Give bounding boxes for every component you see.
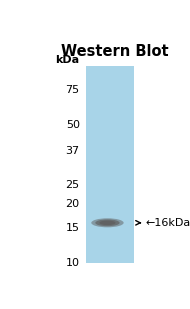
- Text: 15: 15: [66, 223, 80, 233]
- Ellipse shape: [95, 219, 120, 226]
- Text: Western Blot: Western Blot: [61, 44, 169, 59]
- Text: ←16kDa: ←16kDa: [146, 218, 190, 228]
- Text: 37: 37: [66, 146, 80, 156]
- Text: 50: 50: [66, 120, 80, 130]
- Text: 75: 75: [66, 85, 80, 95]
- Text: 10: 10: [66, 258, 80, 268]
- Ellipse shape: [91, 218, 124, 227]
- Text: kDa: kDa: [56, 55, 80, 65]
- Text: 20: 20: [66, 199, 80, 209]
- Text: 25: 25: [66, 180, 80, 189]
- Bar: [86, 66, 134, 263]
- Ellipse shape: [99, 221, 116, 225]
